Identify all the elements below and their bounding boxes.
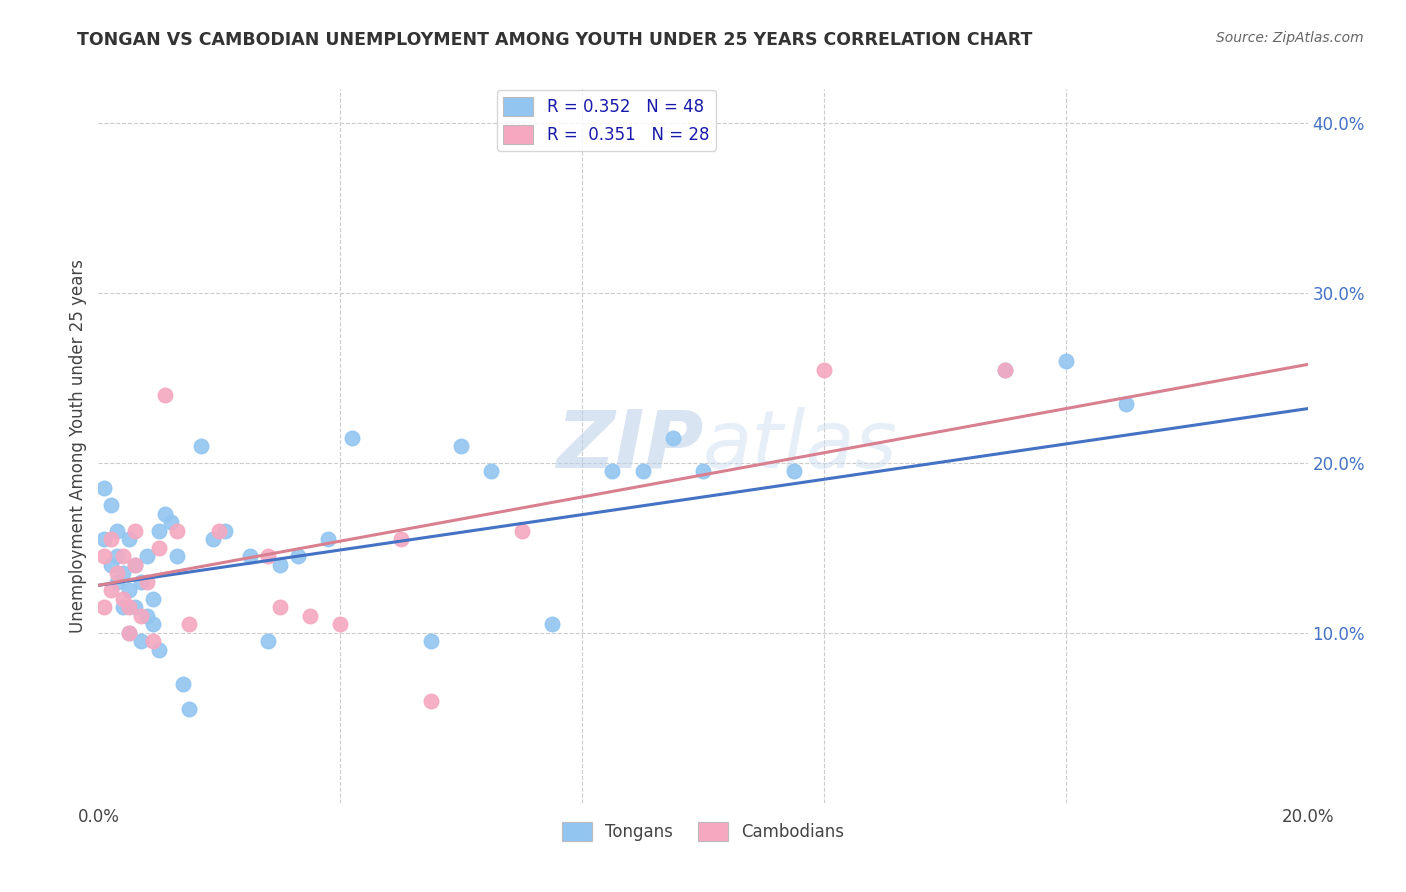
Point [142,591,165,606]
Point [166,524,188,538]
Point [256,634,278,648]
Point [190,439,212,453]
Point [299,608,322,623]
Point [783,465,806,479]
Point [148,541,170,555]
Point [481,465,503,479]
Point [661,430,683,444]
Point [510,524,533,538]
Point [239,549,262,564]
Point [153,388,176,402]
Point [329,617,352,632]
Point [342,430,364,444]
Point [166,549,188,564]
Point [118,583,141,598]
Point [118,600,141,615]
Point [256,549,278,564]
Point [994,362,1017,376]
Point [135,549,157,564]
Point [100,558,122,572]
Point [994,362,1017,376]
Point [111,591,134,606]
Point [118,533,141,547]
Point [631,465,654,479]
Point [93,549,115,564]
Point [269,558,291,572]
Point [124,558,146,572]
Point [118,626,141,640]
Point [142,617,165,632]
Point [142,634,165,648]
Point [93,600,115,615]
Point [269,600,291,615]
Point [450,439,472,453]
Point [111,549,134,564]
Point [179,702,201,716]
Point [160,516,183,530]
Point [214,524,236,538]
Point [692,465,714,479]
Point [105,524,128,538]
Point [148,643,170,657]
Point [540,617,562,632]
Point [124,558,146,572]
Point [135,608,157,623]
Point [129,574,152,589]
Point [129,608,152,623]
Y-axis label: Unemployment Among Youth under 25 years: Unemployment Among Youth under 25 years [69,259,87,633]
Point [129,634,152,648]
Text: atlas: atlas [703,407,898,485]
Text: Source: ZipAtlas.com: Source: ZipAtlas.com [1216,31,1364,45]
Point [316,533,339,547]
Point [93,533,115,547]
Legend: Tongans, Cambodians: Tongans, Cambodians [555,815,851,848]
Point [287,549,309,564]
Point [420,694,443,708]
Point [93,482,115,496]
Point [105,574,128,589]
Point [105,566,128,581]
Point [202,533,225,547]
Point [1054,354,1077,368]
Text: ZIP: ZIP [555,407,703,485]
Point [111,600,134,615]
Text: TONGAN VS CAMBODIAN UNEMPLOYMENT AMONG YOUTH UNDER 25 YEARS CORRELATION CHART: TONGAN VS CAMBODIAN UNEMPLOYMENT AMONG Y… [77,31,1032,49]
Point [153,507,176,521]
Point [105,549,128,564]
Point [813,362,835,376]
Point [111,566,134,581]
Point [100,499,122,513]
Point [172,677,194,691]
Point [124,600,146,615]
Point [420,634,443,648]
Point [124,524,146,538]
Point [148,524,170,538]
Point [179,617,201,632]
Point [100,583,122,598]
Point [100,533,122,547]
Point [1115,396,1137,410]
Point [208,524,231,538]
Point [118,626,141,640]
Point [389,533,412,547]
Point [602,465,624,479]
Point [135,574,157,589]
